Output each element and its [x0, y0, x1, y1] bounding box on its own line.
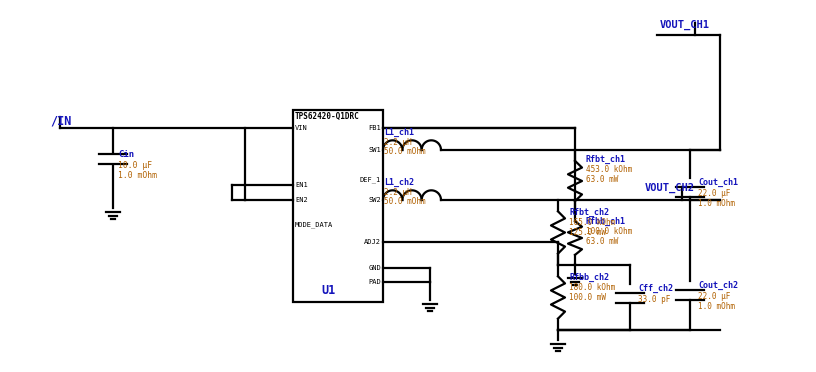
- Text: ADJ2: ADJ2: [364, 239, 381, 245]
- Text: Cout_ch1: Cout_ch1: [698, 178, 738, 187]
- Text: L1_ch2: L1_ch2: [384, 178, 414, 187]
- Text: 100.0 mW: 100.0 mW: [569, 293, 606, 302]
- Text: 10.0 μF: 10.0 μF: [118, 161, 152, 170]
- Text: 50.0 mOhm: 50.0 mOhm: [384, 147, 426, 156]
- Text: 63.0 mW: 63.0 mW: [586, 237, 619, 246]
- Text: VIN: VIN: [295, 125, 308, 131]
- Text: GND: GND: [368, 265, 381, 271]
- Text: TPS62420-Q1DRC: TPS62420-Q1DRC: [295, 112, 360, 121]
- Text: Cin: Cin: [118, 150, 134, 159]
- Bar: [293, 110, 383, 302]
- Text: 50.0 mOhm: 50.0 mOhm: [384, 197, 426, 206]
- Text: DEF_1: DEF_1: [360, 177, 381, 183]
- Text: 33.0 pF: 33.0 pF: [638, 295, 671, 304]
- Text: SW1: SW1: [368, 147, 381, 153]
- Text: Cff_ch2: Cff_ch2: [638, 283, 673, 293]
- Text: Rfbb_ch1: Rfbb_ch1: [586, 217, 626, 226]
- Text: Rfbt_ch2: Rfbt_ch2: [569, 208, 609, 217]
- Text: L1_ch1: L1_ch1: [384, 128, 414, 137]
- Text: FB1: FB1: [368, 125, 381, 131]
- Text: 165.0 kOhm: 165.0 kOhm: [569, 218, 615, 227]
- Text: EN1: EN1: [295, 182, 308, 188]
- Text: 1.0 mOhm: 1.0 mOhm: [118, 171, 157, 180]
- Text: Cout_ch2: Cout_ch2: [698, 281, 738, 290]
- Text: EN2: EN2: [295, 197, 308, 203]
- Text: U1: U1: [321, 284, 335, 297]
- Text: 100.0 kOhm: 100.0 kOhm: [586, 227, 632, 236]
- Text: VOUT_CH1: VOUT_CH1: [660, 20, 710, 30]
- Text: 453.0 kOhm: 453.0 kOhm: [586, 165, 632, 174]
- Text: 180.0 kOhm: 180.0 kOhm: [569, 283, 615, 292]
- Text: PAD: PAD: [368, 279, 381, 285]
- Text: SW2: SW2: [368, 197, 381, 203]
- Text: 2.2 μH: 2.2 μH: [384, 138, 412, 147]
- Text: 22.0 μF: 22.0 μF: [698, 292, 730, 301]
- Text: VOUT_CH2: VOUT_CH2: [645, 183, 695, 193]
- Text: Rfbb_ch2: Rfbb_ch2: [569, 273, 609, 282]
- Text: Rfbt_ch1: Rfbt_ch1: [586, 155, 626, 164]
- Text: 1.0 mOhm: 1.0 mOhm: [698, 199, 735, 208]
- Text: 63.0 mW: 63.0 mW: [586, 175, 619, 184]
- Text: 2.2 μH: 2.2 μH: [384, 188, 412, 197]
- Text: 22.0 μF: 22.0 μF: [698, 189, 730, 198]
- Text: /IN: /IN: [50, 114, 71, 127]
- Text: 125.0 mW: 125.0 mW: [569, 228, 606, 237]
- Text: MODE_DATA: MODE_DATA: [295, 222, 333, 228]
- Text: 1.0 mOhm: 1.0 mOhm: [698, 302, 735, 311]
